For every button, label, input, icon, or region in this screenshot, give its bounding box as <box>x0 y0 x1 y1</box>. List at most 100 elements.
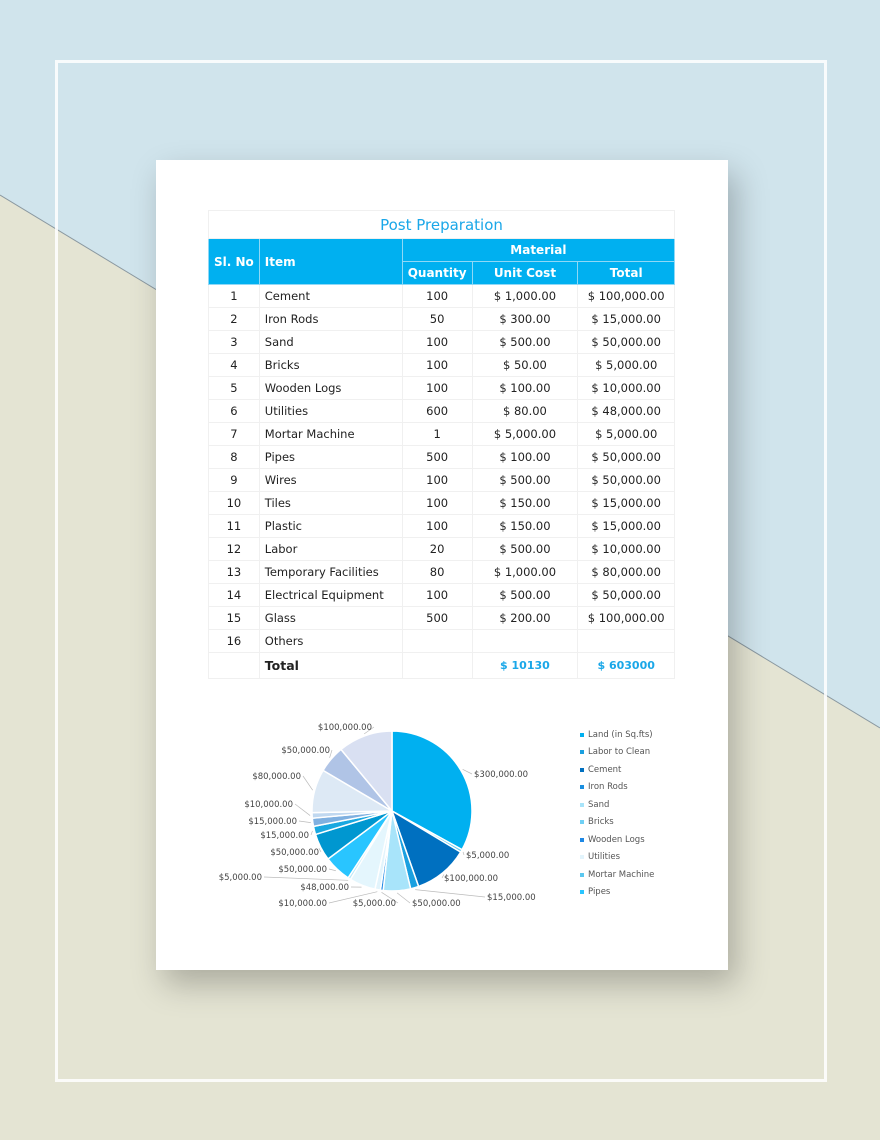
leader-line <box>396 892 411 904</box>
data-label: $15,000.00 <box>248 817 297 827</box>
cell-total: $ 15,000.00 <box>577 514 675 538</box>
header-material: Material <box>401 238 676 262</box>
data-label: $50,000.00 <box>281 746 330 756</box>
legend-swatch <box>580 820 584 825</box>
cell-item: Wires <box>258 468 403 492</box>
leader-line <box>462 769 473 775</box>
cell-sl-no: 3 <box>208 330 260 354</box>
header-total: Total <box>577 261 675 285</box>
legend-label: Cement <box>588 764 622 775</box>
cell-quantity: 100 <box>401 514 473 538</box>
legend-label: Pipes <box>588 887 611 898</box>
cell-unit-cost: $ 50.00 <box>471 353 579 377</box>
legend-label: Utilities <box>588 852 620 863</box>
table-row: 9 Wires 100 $ 500.00 $ 50,000.00 <box>208 468 675 492</box>
data-label: $100,000.00 <box>318 723 372 733</box>
legend-item: Wooden Logs <box>580 831 654 849</box>
legend-label: Land (in Sq.fts) <box>588 729 653 740</box>
data-label: $50,000.00 <box>270 848 319 858</box>
cell-unit-cost: $ 1,000.00 <box>471 560 579 584</box>
leader-line <box>329 749 333 758</box>
cell-total: $ 5,000.00 <box>577 422 675 446</box>
legend-swatch <box>580 767 584 772</box>
leader-line <box>328 891 378 904</box>
chart-legend: Land (in Sq.fts) Labor to Clean Cement Iron… <box>580 726 654 901</box>
legend-item: Sand <box>580 796 654 814</box>
legend-swatch <box>580 750 584 755</box>
legend-label: Wooden Logs <box>588 834 645 845</box>
cell-item: Others <box>258 629 403 653</box>
cell-total: $ 5,000.00 <box>577 353 675 377</box>
pie-chart: $300,000.00 $5,000.00 $100,000.00 $15,000.0… <box>219 723 536 909</box>
legend-item: Bricks <box>580 814 654 832</box>
legend-item: Pipes <box>580 884 654 902</box>
total-unit-cost: $ 10130 <box>471 652 579 679</box>
legend-item: Labor to Clean <box>580 744 654 762</box>
leader-line <box>318 848 322 853</box>
data-label: $5,000.00 <box>219 873 262 883</box>
total-row: Total $ 10130 $ 603000 <box>208 652 675 679</box>
table-row: 2 Iron Rods 50 $ 300.00 $ 15,000.00 <box>208 307 675 331</box>
cell-item: Electrical Equipment <box>258 583 403 607</box>
data-label: $50,000.00 <box>412 899 461 909</box>
leader-line <box>302 775 313 791</box>
legend-swatch <box>580 732 584 737</box>
cell-item: Mortar Machine <box>258 422 403 446</box>
leader-line <box>310 830 313 836</box>
data-label: $80,000.00 <box>252 772 301 782</box>
cell-unit-cost: $ 5,000.00 <box>471 422 579 446</box>
cell-sl-no: 16 <box>208 629 260 653</box>
legend-item: Mortar Machine <box>580 866 654 884</box>
table-row: 8 Pipes 500 $ 100.00 $ 50,000.00 <box>208 445 675 469</box>
legend-item: Cement <box>580 761 654 779</box>
cell-total: $ 50,000.00 <box>577 445 675 469</box>
cell-quantity: 100 <box>401 491 473 515</box>
data-label: $10,000.00 <box>244 800 293 810</box>
data-label: $10,000.00 <box>278 899 327 909</box>
total-label: Total <box>258 652 403 679</box>
leader-line <box>263 876 349 881</box>
table-row: 16 Others <box>208 629 675 653</box>
cell-sl-no: 14 <box>208 583 260 607</box>
data-label: $100,000.00 <box>444 874 498 884</box>
header-sl-no: Sl. No <box>208 238 260 285</box>
cell-sl-no: 6 <box>208 399 260 423</box>
cell-quantity: 80 <box>401 560 473 584</box>
data-label: $5,000.00 <box>466 851 509 861</box>
leader-line <box>298 820 311 823</box>
cell-item: Pipes <box>258 445 403 469</box>
data-label: $48,000.00 <box>300 883 349 893</box>
legend-label: Labor to Clean <box>588 747 651 758</box>
legend-swatch <box>580 837 584 842</box>
legend-swatch <box>580 872 584 877</box>
leader-line <box>381 892 399 904</box>
data-label: $15,000.00 <box>487 893 536 903</box>
cell-sl-no: 13 <box>208 560 260 584</box>
header-quantity: Quantity <box>401 261 473 285</box>
legend-label: Sand <box>588 799 610 810</box>
cell-sl-no: 10 <box>208 491 260 515</box>
cell-item: Sand <box>258 330 403 354</box>
total-total: $ 603000 <box>577 652 675 679</box>
table-row: 14 Electrical Equipment 100 $ 500.00 $ 50,00… <box>208 583 675 607</box>
cell-quantity: 100 <box>401 583 473 607</box>
document-page: Post Preparation Sl. No Item Material Qu… <box>156 160 728 970</box>
pie-slice <box>339 730 393 814</box>
data-label: $5,000.00 <box>353 899 396 909</box>
leader-line <box>415 889 486 898</box>
legend-item: Utilities <box>580 849 654 867</box>
pie-slice <box>391 730 473 851</box>
cost-table: Post Preparation Sl. No Item Material Qu… <box>208 210 676 679</box>
header-unit-cost: Unit Cost <box>471 261 579 285</box>
cell-total: $ 50,000.00 <box>577 583 675 607</box>
cell-quantity: 100 <box>401 353 473 377</box>
cell-item: Glass <box>258 606 403 630</box>
frame-border <box>55 60 827 1082</box>
cell-item: Iron Rods <box>258 307 403 331</box>
legend-swatch <box>580 890 584 895</box>
legend-label: Iron Rods <box>588 782 628 793</box>
leader-line <box>363 726 375 735</box>
cell-item: Temporary Facilities <box>258 560 403 584</box>
cell-total <box>577 629 675 653</box>
legend-swatch <box>580 855 584 860</box>
